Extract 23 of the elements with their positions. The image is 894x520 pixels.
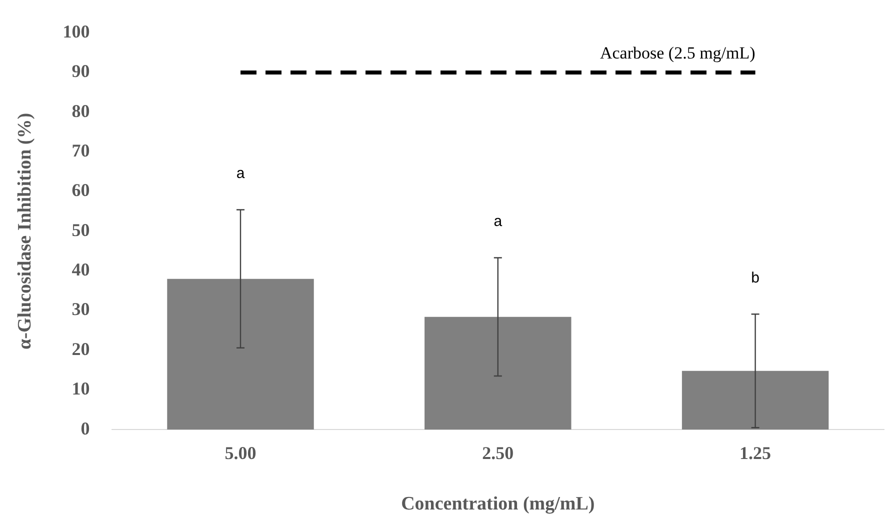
y-tick-label: 80 [72, 100, 90, 121]
x-tick-label: 1.25 [740, 443, 772, 464]
annotation: b [751, 269, 760, 286]
y-tick-label: 70 [72, 140, 90, 160]
y-tick-label: 60 [72, 180, 90, 200]
bar [167, 278, 314, 430]
x-axis-title: Concentration (mg/mL) [401, 494, 595, 515]
bar [424, 316, 572, 430]
x-tick-label: 2.50 [482, 443, 514, 464]
ref-line-label: Acarbose (2.5 mg/mL) [600, 43, 756, 62]
y-tick-label: 0 [80, 418, 90, 438]
x-tick-label: 5.00 [224, 443, 256, 464]
annotation: a [236, 164, 246, 182]
y-tick-label: 20 [72, 338, 90, 359]
y-axis-title: α-Glucosidase Inhibition (%) [14, 112, 36, 350]
y-tick-label: 10 [72, 378, 90, 399]
y-tick-label: 40 [72, 260, 90, 280]
bar [682, 370, 829, 430]
y-tick-label: 30 [72, 299, 90, 320]
y-tick-label: 50 [72, 220, 90, 240]
y-tick-label: 100 [62, 21, 90, 42]
y-tick-label: 90 [72, 61, 90, 82]
annotation: a [494, 212, 503, 230]
